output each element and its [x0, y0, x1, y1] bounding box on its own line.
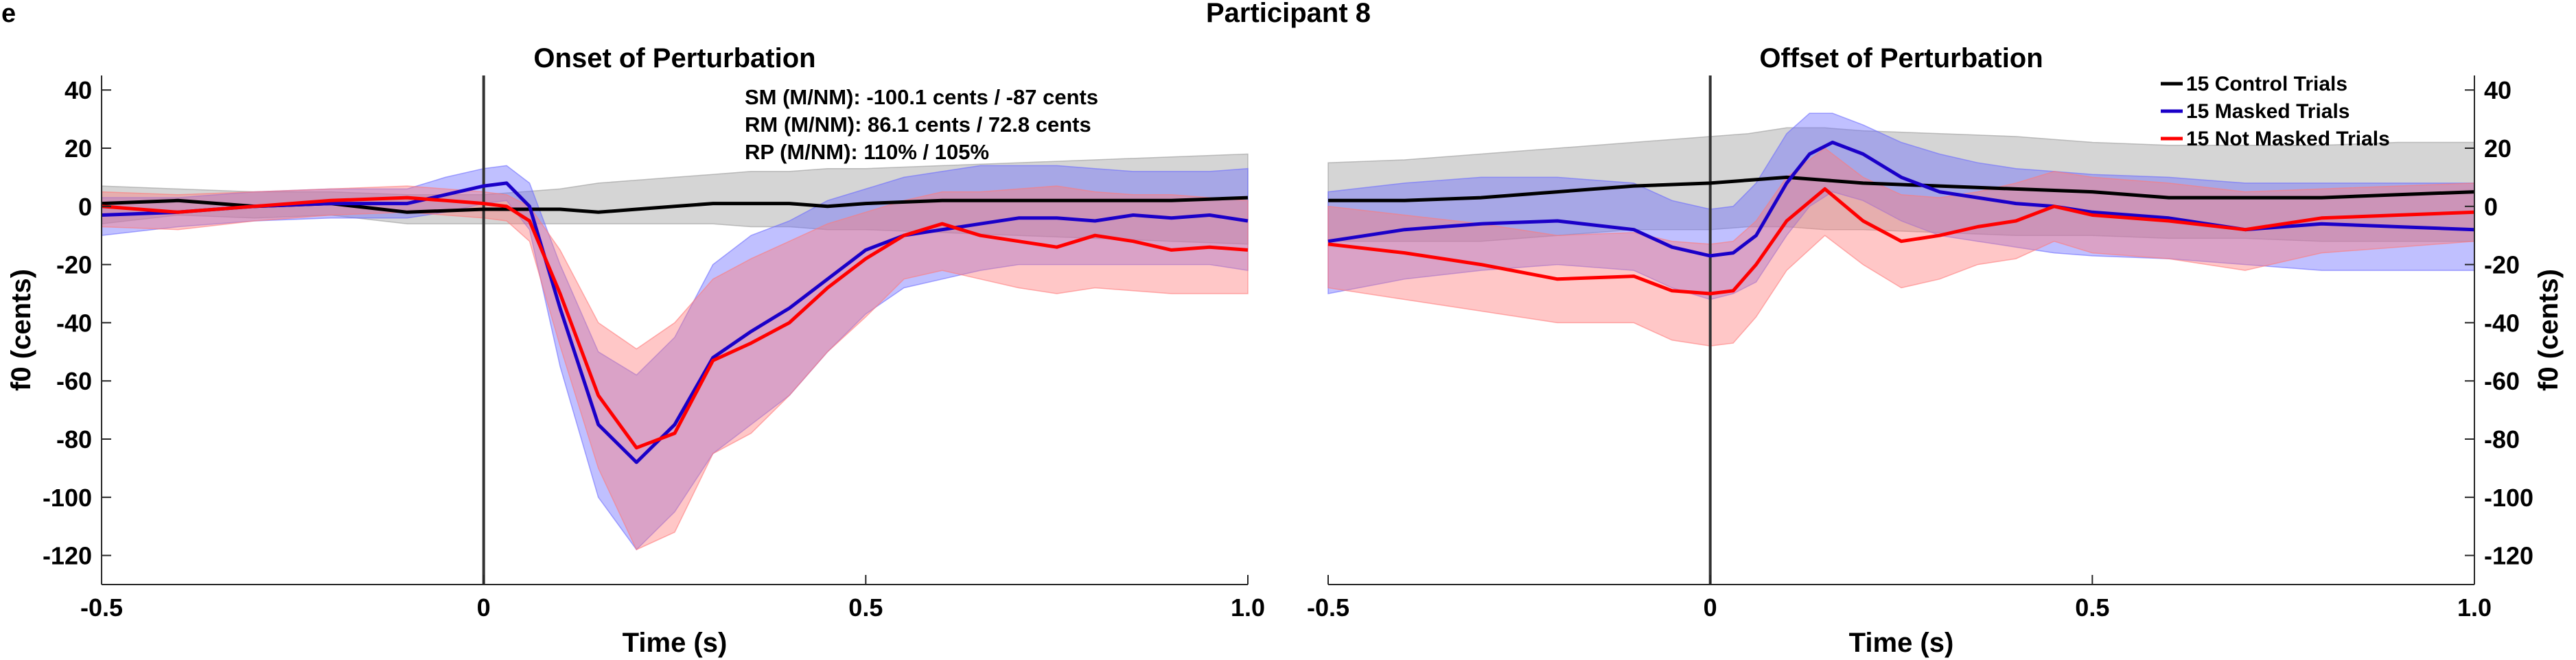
y-tick-label: -120 — [2484, 542, 2533, 570]
figure-title: Participant 8 — [1206, 0, 1371, 28]
legend: 15 Control Trials 15 Masked Trials 15 Not … — [2161, 73, 2390, 150]
annotation-text: RM (M/NM): 86.1 cents / 72.8 cents — [745, 113, 1091, 137]
y-tick-label: -80 — [56, 425, 92, 453]
y-tick-label: -40 — [56, 309, 92, 337]
y-tick-label: -100 — [43, 484, 92, 512]
x-tick-label: 0.5 — [2075, 593, 2109, 622]
y-axis-label: f0 (cents) — [2533, 269, 2564, 391]
chart-onset: -0.5 0 0.5 1.0 40 20 0 -20 -40 -60 -80 -100 -120 Onse… — [6, 43, 1265, 658]
y-tick-label: -60 — [2484, 367, 2520, 395]
series-line-not-masked — [1327, 187, 2475, 296]
y-tick-label: 40 — [65, 76, 92, 104]
x-tick-label: -0.5 — [80, 593, 123, 622]
y-tick-label: 20 — [65, 134, 92, 163]
chart-title: Offset of Perturbation — [1759, 43, 2043, 73]
x-axis-label: Time (s) — [1849, 628, 1954, 658]
y-tick-label: -20 — [56, 251, 92, 279]
x-axis-label: Time (s) — [623, 628, 728, 658]
annotation-text: RP (M/NM): 110% / 105% — [745, 140, 989, 164]
x-tick-label: 0.5 — [848, 593, 883, 622]
chart-offset: -0.5 0 0.5 1.0 40 20 0 -20 -40 -60 -80 -100 -120 Offs… — [1307, 43, 2564, 658]
y-tick-label: -100 — [2484, 484, 2533, 512]
x-tick-label: 0 — [1704, 593, 1717, 622]
panel-letter: e — [1, 0, 16, 28]
y-tick-label: -120 — [43, 542, 92, 570]
y-tick-label: -20 — [2484, 251, 2520, 279]
chart-title: Onset of Perturbation — [533, 43, 815, 73]
x-tick-label: 0 — [477, 593, 491, 622]
series-line-control — [1328, 175, 2475, 202]
x-tick-label: 1.0 — [2457, 593, 2492, 622]
annotation-text: SM (M/NM): -100.1 cents / -87 cents — [745, 85, 1098, 109]
y-axis-label: f0 (cents) — [6, 269, 36, 391]
legend-label: 15 Masked Trials — [2186, 100, 2349, 123]
y-tick-label: 0 — [78, 193, 92, 221]
y-tick-label: -60 — [56, 367, 92, 395]
y-tick-label: -40 — [2484, 309, 2520, 337]
y-tick-label: 0 — [2484, 193, 2498, 221]
legend-label: 15 Control Trials — [2186, 73, 2347, 95]
y-tick-label: 40 — [2484, 76, 2511, 104]
y-tick-label: -80 — [2484, 425, 2520, 453]
x-tick-label: 1.0 — [1231, 593, 1265, 622]
band-not-masked — [101, 185, 1249, 551]
series-line-control — [101, 196, 1249, 214]
y-tick-label: 20 — [2484, 134, 2511, 163]
x-tick-label: -0.5 — [1307, 593, 1349, 622]
series-line-masked — [1327, 141, 2475, 258]
legend-label: 15 Not Masked Trials — [2186, 128, 2390, 150]
series-line-not-masked — [101, 196, 1249, 450]
